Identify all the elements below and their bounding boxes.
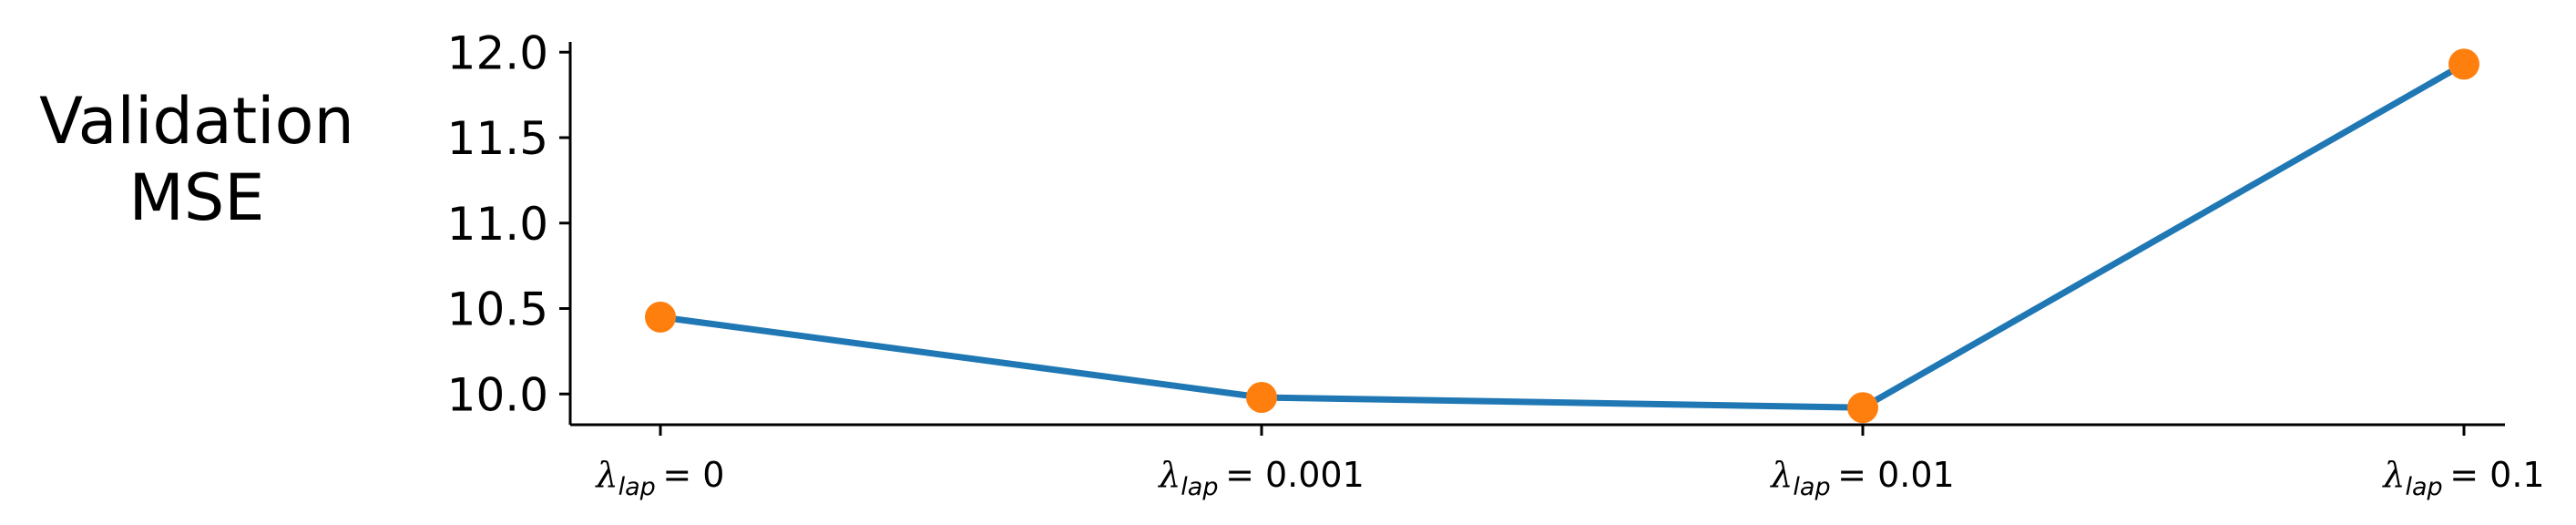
y-axis-ticks: 10.0 10.5 11.0 11.5 12.0 xyxy=(447,26,570,421)
data-points xyxy=(645,48,2479,424)
x-tick-value: 0.001 xyxy=(1265,455,1365,495)
x-tick-equals: = xyxy=(1218,455,1265,495)
y-tick-label: 12.0 xyxy=(447,26,548,79)
lambda-subscript: lap xyxy=(618,473,656,501)
lambda-symbol: λ xyxy=(595,455,618,495)
x-tick-value: 0 xyxy=(702,455,724,495)
lambda-subscript: lap xyxy=(2405,473,2442,501)
y-axis-label: Validation MSE xyxy=(39,84,354,235)
lambda-subscript: lap xyxy=(1793,473,1830,501)
x-tick-value: 0.1 xyxy=(2489,455,2544,495)
y-tick-label: 10.5 xyxy=(447,283,548,336)
y-tick-label: 11.5 xyxy=(447,112,548,165)
data-point xyxy=(645,301,676,333)
x-tick-equals: = xyxy=(1831,455,1878,495)
x-tick-label: λlap = 0 xyxy=(595,455,725,501)
lambda-subscript: lap xyxy=(1181,473,1218,501)
y-axis-label-line-1: Validation xyxy=(39,84,354,159)
x-tick-label: λlap = 0.001 xyxy=(1157,455,1365,501)
data-point xyxy=(2448,48,2479,80)
lambda-symbol: λ xyxy=(1769,455,1793,495)
lambda-symbol: λ xyxy=(1157,455,1181,495)
x-axis-ticks: λlap = 0 λlap = 0.001 λlap = 0.01 λlap = 0.… xyxy=(595,425,2545,501)
x-tick-value: 0.01 xyxy=(1877,455,1955,495)
data-point xyxy=(1246,382,1277,413)
x-tick-label: λlap = 0.1 xyxy=(2381,455,2544,501)
x-tick-label: λlap = 0.01 xyxy=(1769,455,1954,501)
y-axis-label-line-2: MSE xyxy=(128,160,264,235)
data-point xyxy=(1847,392,1878,424)
y-tick-label: 10.0 xyxy=(447,368,548,421)
series-line xyxy=(659,61,2466,411)
x-tick-equals: = xyxy=(656,455,703,495)
y-tick-label: 11.0 xyxy=(447,198,548,251)
x-tick-equals: = xyxy=(2443,455,2490,495)
lambda-symbol: λ xyxy=(2381,455,2405,495)
